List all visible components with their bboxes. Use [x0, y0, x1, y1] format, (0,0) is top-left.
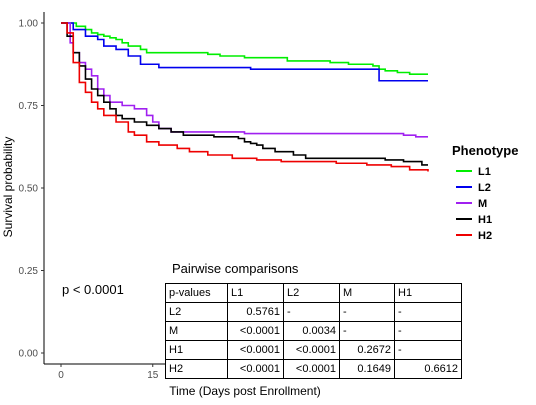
series-line-l1: [61, 22, 428, 75]
y-axis-ticks: 0.00 0.25 0.50 0.75 1.00: [19, 19, 44, 360]
x-tick-label: 0: [58, 370, 64, 381]
row-label: M: [165, 321, 228, 341]
legend-title: Phenotype: [452, 143, 518, 158]
legend-label-l2: L2: [478, 182, 491, 194]
series-line-h1: [61, 22, 428, 166]
row-label: H2: [165, 359, 228, 379]
series-line-l2: [61, 22, 428, 82]
table-cell: 0.2672: [339, 340, 395, 360]
series-line-h2: [61, 22, 429, 172]
table-cell: -: [394, 321, 462, 341]
row-label: L2: [165, 302, 228, 322]
legend: Phenotype L1 L2 M H1 H2: [452, 143, 518, 242]
y-axis-title: Survival probability: [1, 137, 15, 238]
row-label: H1: [165, 340, 228, 360]
table-cell: -: [394, 340, 462, 360]
header-cell: M: [339, 283, 395, 303]
pairwise-title: Pairwise comparisons: [172, 261, 299, 276]
legend-label-l1: L1: [478, 166, 491, 178]
header-cell: L1: [227, 283, 284, 303]
table-row: H2 <0.0001 <0.0001 0.1649 0.6612: [165, 359, 462, 379]
x-axis-title: Time (Days post Enrollment): [169, 384, 321, 398]
table-cell: <0.0001: [227, 321, 284, 341]
y-tick-label: 1.00: [19, 19, 39, 30]
pairwise-table: p-values L1 L2 M H1 L2 0.5761 - - - M <0…: [165, 283, 462, 379]
table-cell: <0.0001: [227, 340, 284, 360]
table-cell: 0.6612: [394, 359, 462, 379]
header-cell: p-values: [165, 283, 228, 303]
y-tick-label: 0.00: [19, 349, 39, 360]
x-tick-label: 15: [147, 370, 159, 381]
table-cell: -: [394, 302, 462, 322]
header-cell: H1: [394, 283, 462, 303]
table-row: M <0.0001 0.0034 - -: [165, 321, 462, 341]
pairwise-header-row: p-values L1 L2 M H1: [165, 283, 462, 303]
table-row: L2 0.5761 - - -: [165, 302, 462, 322]
table-cell: 0.5761: [227, 302, 284, 322]
table-cell: <0.0001: [283, 359, 340, 379]
table-cell: -: [283, 302, 340, 322]
table-cell: -: [339, 302, 395, 322]
table-cell: 0.1649: [339, 359, 395, 379]
y-tick-label: 0.25: [19, 266, 39, 277]
legend-label-h2: H2: [478, 230, 492, 242]
table-cell: <0.0001: [227, 359, 284, 379]
table-cell: <0.0001: [283, 340, 340, 360]
y-tick-label: 0.50: [19, 184, 39, 195]
legend-label-h1: H1: [478, 214, 492, 226]
table-cell: 0.0034: [283, 321, 340, 341]
header-cell: L2: [283, 283, 340, 303]
y-tick-label: 0.75: [19, 101, 39, 112]
legend-label-m: M: [478, 198, 487, 210]
survival-curves: [61, 22, 429, 172]
p-value-annotation: p < 0.0001: [62, 282, 124, 297]
table-row: H1 <0.0001 <0.0001 0.2672 -: [165, 340, 462, 360]
table-cell: -: [339, 321, 395, 341]
